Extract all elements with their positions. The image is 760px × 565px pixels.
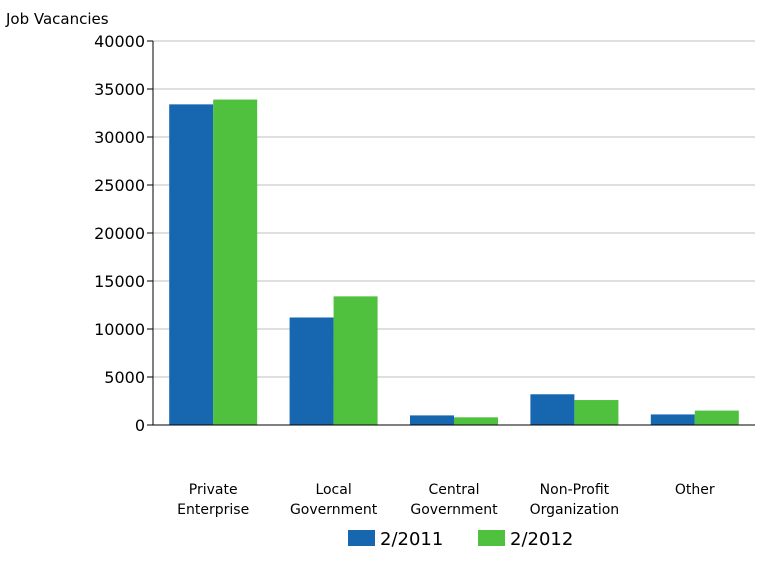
legend-swatch [348,530,375,546]
legend: 2/2011 2/2012 [348,529,573,550]
x-tick-label: Other [675,482,715,498]
bar-2-2012-2 [454,417,498,425]
axes [147,40,755,426]
y-tick-label: 15000 [94,272,145,291]
y-tick-labels: 0 5000 10000 15000 20000 25000 30000 35000 40000 [94,32,145,435]
y-tick-label: 5000 [104,368,145,387]
bars [169,99,739,426]
bar-2-2012-4 [694,410,739,425]
y-tick-label: 40000 [94,32,145,51]
x-tick-label: Local [315,482,351,498]
y-tick-label: 20000 [94,224,145,243]
bar-2-2011-3 [530,394,575,425]
bar-2-2012-3 [574,400,619,425]
bar-2-2011-0 [169,104,214,426]
y-tick-label: 10000 [94,320,145,339]
x-tick-labels: Private Enterprise Local Government Central G… [177,482,715,518]
x-tick-label: Government [290,502,378,518]
bar-2-2011-2 [410,415,454,425]
bar-2-2011-4 [650,414,695,425]
y-axis-title: Job Vacancies [5,10,109,28]
bar-2-2012-0 [213,99,258,425]
x-tick-label: Enterprise [177,502,249,518]
y-tick-label: 35000 [94,80,145,99]
y-tick-label: 30000 [94,128,145,147]
y-tick-label: 25000 [94,176,145,195]
legend-swatch [478,530,505,546]
bar-2-2011-1 [289,317,334,425]
bar-2-2012-1 [333,296,378,425]
x-tick-label: Central [429,482,480,498]
y-tick-label: 0 [135,416,145,435]
x-tick-label: Organization [530,502,620,518]
x-tick-label: Non-Profit [540,482,610,498]
x-tick-label: Private [189,482,238,498]
x-tick-label: Government [410,502,498,518]
legend-label: 2/2012 [510,529,573,550]
legend-label: 2/2011 [380,529,443,550]
